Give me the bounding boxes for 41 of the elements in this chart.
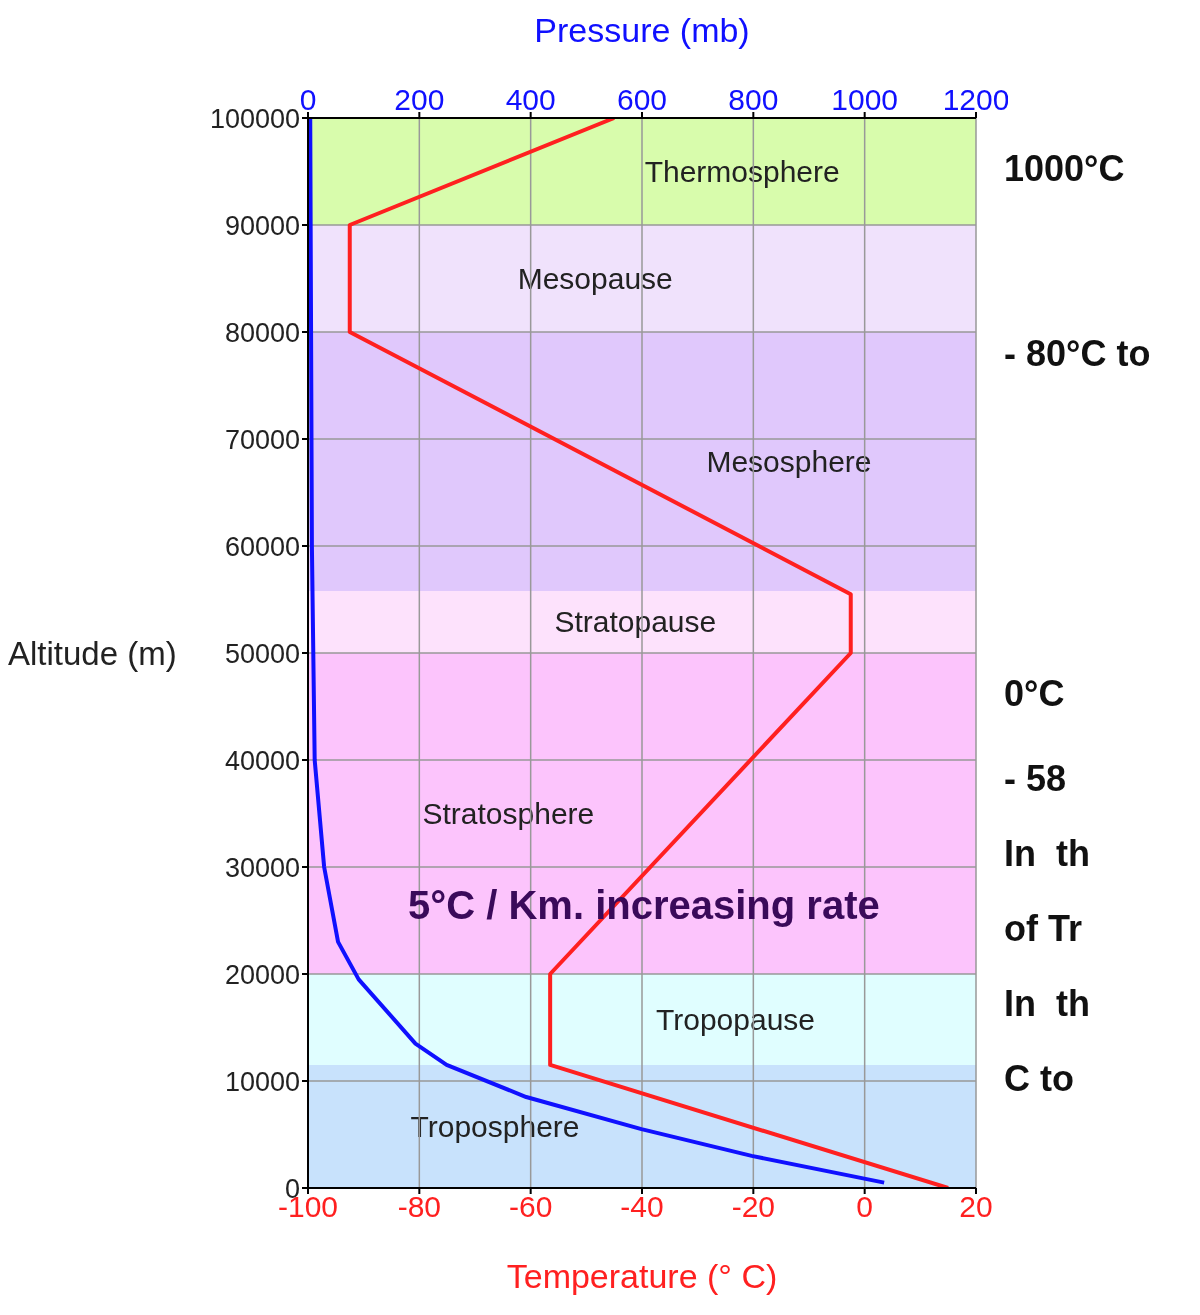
text: 1000°C [1004,148,1125,190]
text: 0°C [1004,673,1065,715]
x-tick-label: -20 [731,1190,776,1224]
y-tick-label: 10000 [224,1066,300,1097]
band-label: Mesosphere [706,444,872,478]
y-tick-label: 80000 [224,317,300,348]
y-axis-title: Altitude (m) [8,634,177,672]
text: - 80°C to [1004,333,1151,375]
band-label: Tropopause [656,1002,816,1036]
band-label: Stratopause [554,605,717,639]
x-tick-label: 0 [856,1190,874,1224]
x-tick-label: -40 [620,1190,664,1224]
y-tick-label: 30000 [224,852,300,883]
y-tick-label: 70000 [224,424,300,455]
x2-tick-label: 400 [505,83,556,116]
text: In th [1004,833,1090,875]
y-tick-label: 50000 [224,638,300,669]
band-label: Troposphere [410,1109,580,1143]
y-tick-label: 60000 [224,531,300,562]
x2-tick-label: 800 [728,83,779,116]
x2-tick-label: 600 [616,83,668,116]
band-label: Mesopause [517,262,673,295]
text: C to [1004,1058,1074,1100]
text: In th [1004,983,1090,1025]
x-tick-label: -80 [397,1190,442,1224]
x2-tick-label: 1000 [831,83,899,116]
band-label: Thermosphere [644,155,840,188]
x2-tick-label: 200 [394,83,445,116]
y-tick-label: 40000 [224,745,300,776]
line-series [347,118,951,1188]
x-tick-label: 20 [959,1190,993,1224]
y-tick-label: 90000 [224,210,300,241]
y-tick-label: 100000 [209,103,300,134]
x2-axis-title: Pressure (mb) [534,11,750,50]
text: of Tr [1004,908,1082,950]
y-tick-label: 20000 [224,959,300,990]
x-tick-label: -60 [508,1190,553,1224]
text: - 58 [1004,758,1067,800]
band-label: Stratosphere [422,797,595,830]
x-axis-title: Temperature (° C) [506,1257,778,1295]
x2-tick-label: 1200 [942,83,1010,116]
